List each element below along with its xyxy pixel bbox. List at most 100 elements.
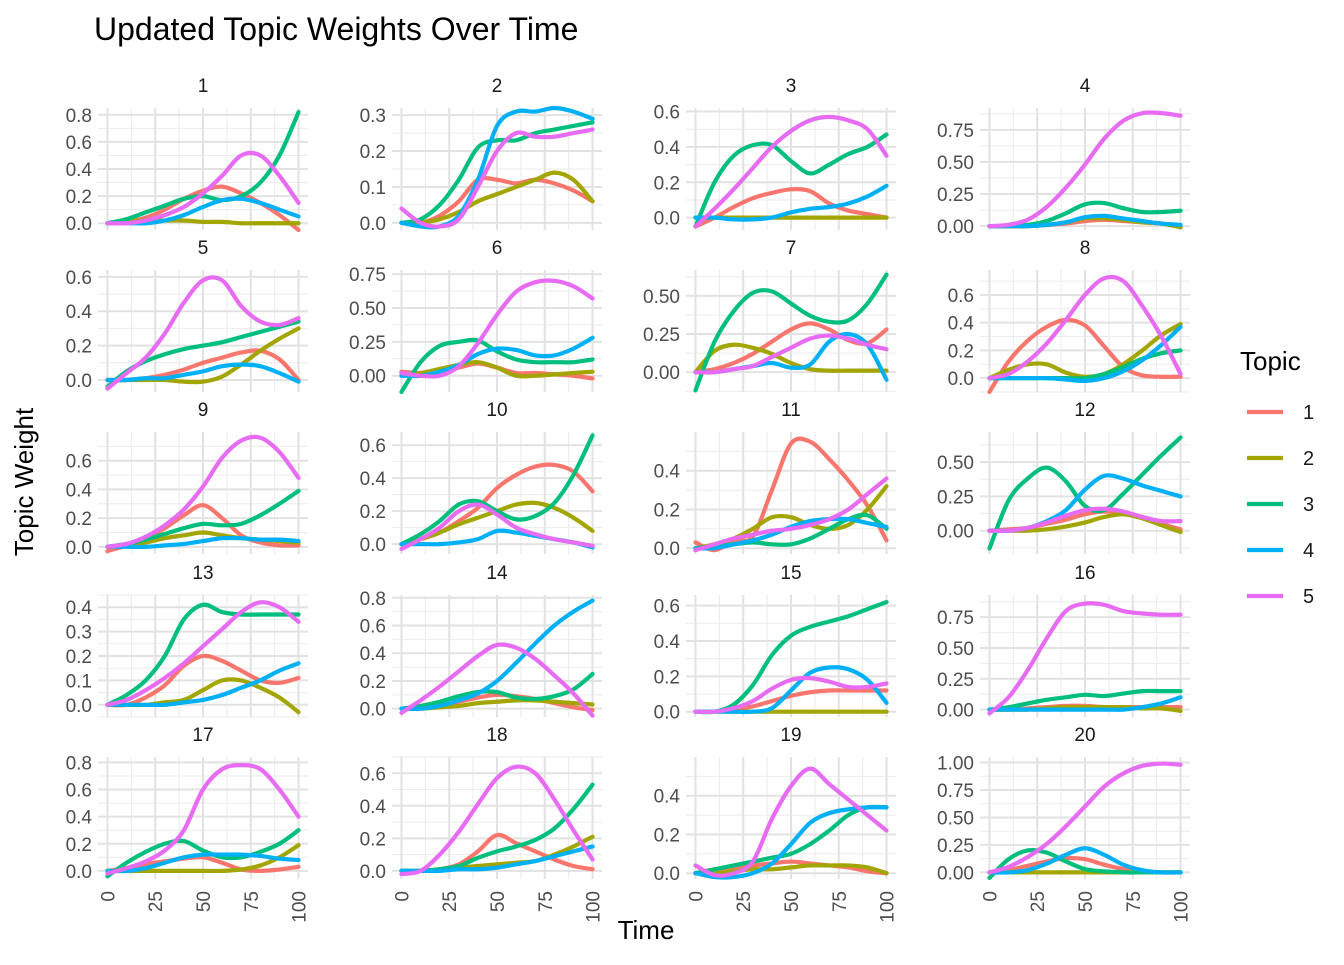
x-tick-label: 75 — [830, 891, 851, 912]
series-line-topic-5 — [399, 764, 595, 877]
facet-label: 15 — [780, 563, 801, 584]
series-line-topic-3 — [105, 602, 301, 707]
y-tick-label: 0.6 — [360, 436, 386, 457]
legend-entries: 1 2 3 4 5 — [1247, 402, 1314, 608]
x-axis-title: Time — [618, 915, 675, 945]
series-line-topic-5 — [987, 761, 1183, 875]
series-line-topic-5 — [105, 434, 301, 549]
facet-label: 5 — [198, 238, 209, 259]
series-line-topic-3 — [693, 272, 889, 393]
facet-panel-13: 13 0.0 0.1 0.2 0.3 0.4 — [66, 563, 308, 718]
y-tick-label: 0.0 — [948, 369, 974, 390]
facet-panel-1: 1 0.0 0.2 0.4 0.6 0.8 — [66, 76, 308, 235]
facet-panel-4: 4 0.00 0.25 0.50 0.75 — [937, 76, 1190, 238]
y-tick-label: 0.2 — [66, 647, 92, 668]
y-tick-label: 0.25 — [349, 333, 386, 354]
series-line-topic-4 — [693, 805, 889, 880]
facet-label: 4 — [1080, 76, 1091, 97]
x-tick-label: 50 — [488, 891, 509, 912]
x-tick-label: 100 — [1172, 891, 1193, 923]
facet-panel-8: 8 0.0 0.2 0.4 0.6 — [948, 238, 1190, 395]
facet-panel-11: 11 0.0 0.2 0.4 — [654, 400, 896, 560]
y-tick-label: 0.00 — [937, 217, 974, 238]
y-tick-label: 0.0 — [66, 371, 92, 392]
facet-label: 13 — [192, 563, 213, 584]
facet-panel-19: 19 0.0 0.2 0.4 0 25 50 75 100 — [654, 725, 899, 923]
y-tick-label: 0.2 — [654, 667, 680, 688]
facet-label: 1 — [198, 76, 209, 97]
y-tick-label: 0.0 — [360, 535, 386, 556]
facet-label: 16 — [1074, 563, 1095, 584]
y-tick-label: 0.1 — [360, 178, 386, 199]
series-line-topic-3 — [693, 132, 889, 229]
y-tick-label: 0.2 — [66, 835, 92, 856]
y-tick-label: 0.25 — [937, 670, 974, 691]
y-tick-label: 0.00 — [937, 701, 974, 722]
y-tick-label: 0.2 — [948, 341, 974, 362]
series-line-topic-5 — [399, 127, 595, 229]
facet-panel-12: 12 0.00 0.25 0.50 — [937, 400, 1190, 554]
series-line-topic-2 — [399, 360, 595, 379]
y-axis-title: Topic Weight — [9, 407, 39, 556]
x-tick-label: 75 — [242, 891, 263, 912]
facet-panel-3: 3 0.0 0.2 0.4 0.6 — [654, 76, 896, 230]
y-tick-label: 0.6 — [66, 133, 92, 154]
series-line-topic-4 — [399, 335, 595, 379]
series-line-topic-5 — [987, 110, 1183, 229]
facet-panel-2: 2 0.0 0.1 0.2 0.3 — [360, 76, 602, 235]
x-tick-label: 100 — [878, 891, 899, 923]
y-tick-label: 0.4 — [66, 480, 93, 501]
y-tick-label: 0.6 — [66, 268, 92, 289]
facet-label: 12 — [1074, 400, 1095, 421]
series-line-topic-5 — [399, 642, 595, 718]
x-tick-label: 75 — [1124, 891, 1145, 912]
y-tick-label: 0.4 — [360, 469, 387, 490]
y-tick-label: 0.0 — [360, 214, 386, 235]
y-tick-label: 0.6 — [360, 764, 386, 785]
y-tick-label: 0.6 — [360, 617, 386, 638]
x-tick-label: 50 — [1076, 891, 1097, 912]
y-tick-label: 0.2 — [654, 173, 680, 194]
y-tick-label: 0.2 — [654, 825, 680, 846]
facet-label: 10 — [486, 400, 507, 421]
legend-label: 2 — [1303, 448, 1314, 470]
series-line-topic-4 — [105, 852, 301, 874]
facet-label: 7 — [786, 238, 797, 259]
series-line-topic-4 — [987, 324, 1183, 384]
series-line-topic-4 — [399, 844, 595, 874]
y-tick-label: 0.2 — [66, 337, 92, 358]
x-tick-label: 0 — [99, 891, 120, 902]
facet-panel-5: 5 0.0 0.2 0.4 0.6 — [66, 238, 308, 392]
series-line-topic-5 — [105, 150, 301, 226]
series-line-topic-5 — [987, 274, 1183, 381]
y-tick-label: 0.4 — [66, 302, 93, 323]
legend-entry-4: 4 — [1247, 540, 1314, 562]
y-tick-label: 0.8 — [66, 753, 92, 774]
facet-label: 18 — [486, 725, 507, 746]
x-tick-label: 75 — [536, 891, 557, 912]
legend-entry-3: 3 — [1247, 494, 1314, 516]
facet-label: 3 — [786, 76, 797, 97]
facet-panel-20: 20 0.00 0.25 0.50 0.75 1.00 0 25 50 75 100 — [937, 725, 1192, 923]
y-tick-label: 0.2 — [360, 672, 386, 693]
y-tick-label: 0.8 — [66, 106, 92, 127]
y-tick-label: 0.00 — [643, 363, 680, 384]
series-line-topic-5 — [105, 600, 301, 707]
legend-entry-5: 5 — [1247, 586, 1314, 608]
series-line-topic-4 — [105, 362, 301, 384]
chart-title: Updated Topic Weights Over Time — [94, 11, 578, 47]
y-tick-label: 0.50 — [937, 153, 974, 174]
y-tick-label: 0.4 — [66, 160, 93, 181]
series-line-topic-1 — [105, 653, 301, 708]
facet-panel-7: 7 0.00 0.25 0.50 — [643, 238, 896, 393]
legend-label: 1 — [1303, 402, 1314, 424]
series-line-topic-5 — [399, 502, 595, 552]
y-tick-label: 0.6 — [654, 597, 680, 618]
y-tick-label: 0.75 — [937, 608, 974, 629]
y-tick-label: 0.0 — [360, 700, 386, 721]
x-tick-label: 0 — [687, 891, 708, 902]
y-tick-label: 0.8 — [360, 589, 386, 610]
y-tick-label: 0.00 — [937, 863, 974, 884]
